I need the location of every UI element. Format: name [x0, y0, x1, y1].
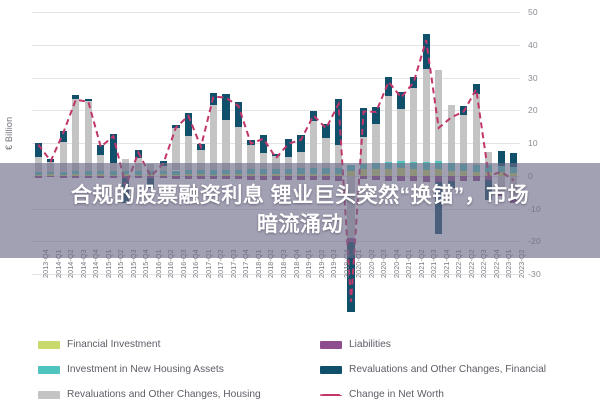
bar-segment	[510, 153, 518, 167]
legend-swatch-icon	[38, 390, 60, 399]
bar-segment	[284, 139, 293, 158]
legend-swatch-icon	[320, 365, 342, 374]
y-axis-tick-label: -30	[528, 269, 541, 279]
bar-segment	[234, 126, 243, 170]
y-axis-title: € Billion	[4, 116, 14, 150]
bar-segment	[422, 34, 430, 69]
bar-segment	[272, 155, 280, 169]
legend-swatch-icon	[38, 365, 60, 374]
gridline	[32, 12, 520, 13]
bar-segment	[72, 94, 80, 100]
bar-segment	[422, 68, 430, 162]
bar-segment	[272, 154, 280, 156]
bar-segment	[259, 152, 268, 170]
bar-segment	[97, 154, 105, 172]
bar-segment	[384, 76, 393, 97]
bar-segment	[334, 144, 343, 168]
bar-segment	[222, 120, 230, 170]
legend-swatch-icon	[38, 340, 60, 349]
bar-segment	[197, 150, 205, 170]
legend-item[interactable]: Investment in New Housing Assets	[38, 357, 261, 382]
bar-segment	[384, 96, 393, 162]
bar-segment	[435, 69, 443, 162]
bar-segment	[372, 123, 380, 163]
chart-legend: Financial Investment Investment in New Ho…	[0, 300, 600, 400]
bar-segment	[59, 130, 67, 143]
y-axis-tick-label: 20	[528, 105, 538, 116]
legend-label: Revaluations and Other Changes, Housing	[67, 389, 261, 400]
legend-item[interactable]: Financial Investment	[38, 332, 261, 357]
net-worth-polyline	[37, 39, 515, 302]
bar-segment	[309, 120, 318, 169]
caption-line-1: 合规的股票融资利息 锂业巨头突然“换锚”，市场	[70, 183, 530, 207]
gridline	[32, 274, 520, 275]
bar-segment	[84, 99, 92, 102]
bar-segment	[84, 101, 92, 172]
legend-label: Revaluations and Other Changes, Financia…	[349, 364, 547, 375]
legend-swatch-icon	[320, 394, 342, 396]
bar-segment	[109, 133, 117, 164]
net-worth-line	[37, 39, 515, 302]
bar-segment	[209, 104, 218, 171]
bar-segment	[97, 144, 105, 155]
bar-segment	[359, 137, 368, 164]
bar-segment	[460, 114, 468, 164]
bar-segment	[397, 92, 405, 109]
gridline	[32, 143, 520, 144]
legend-label: Change in Net Worth	[349, 389, 444, 400]
legend-item[interactable]: Revaluations and Other Changes, Financia…	[320, 357, 546, 382]
y-axis-tick-label: 40	[528, 39, 538, 50]
bar-segment	[334, 99, 343, 145]
bar-segment	[372, 107, 380, 124]
bar-segment	[410, 88, 418, 162]
bar-segment	[59, 142, 67, 172]
y-axis-tick-label: 50	[528, 7, 538, 17]
bar-segment	[397, 108, 405, 161]
legend-swatch-icon	[320, 340, 342, 349]
bar-segment	[447, 105, 455, 163]
gridline	[32, 44, 520, 46]
bar-segment	[309, 110, 318, 121]
bar-segment	[485, 151, 493, 165]
bar-segment	[472, 94, 480, 165]
legend-column-right: Liabilities Revaluations and Other Change…	[320, 332, 546, 407]
legend-label: Liabilities	[349, 339, 391, 350]
bar-segment	[184, 135, 193, 171]
y-axis-tick-label: 10	[528, 138, 538, 148]
bar-segment	[297, 135, 305, 152]
bar-segment	[222, 94, 230, 121]
bar-segment	[184, 112, 193, 136]
bar-segment	[322, 138, 330, 168]
bar-segment	[472, 84, 480, 95]
caption-overlay-band: 合规的股票融资利息 锂业巨头突然“换锚”，市场 暗流涌动	[0, 163, 600, 258]
caption-line-2: 暗流涌动	[257, 212, 343, 236]
bar-segment	[247, 144, 255, 170]
bar-segment	[322, 123, 330, 139]
bar-segment	[72, 99, 80, 172]
legend-label: Investment in New Housing Assets	[67, 364, 224, 375]
bar-segment	[297, 151, 305, 169]
legend-column-left: Financial Investment Investment in New Ho…	[38, 332, 261, 407]
gridline	[32, 77, 520, 79]
bar-segment	[347, 241, 355, 313]
legend-item[interactable]: Change in Net Worth	[320, 382, 546, 407]
legend-item[interactable]: Liabilities	[320, 332, 546, 357]
bar-segment	[410, 76, 418, 89]
gridline	[32, 110, 520, 112]
bar-segment	[497, 151, 505, 166]
legend-item[interactable]: Revaluations and Other Changes, Housing	[38, 382, 261, 407]
bar-segment	[172, 127, 180, 171]
y-axis-tick-label: 30	[528, 72, 538, 83]
caption-text: 合规的股票融资利息 锂业巨头突然“换锚”，市场 暗流涌动	[57, 182, 543, 240]
bar-segment	[34, 142, 42, 158]
legend-label: Financial Investment	[67, 339, 161, 350]
bar-segment	[234, 102, 243, 127]
bar-segment	[259, 134, 268, 153]
